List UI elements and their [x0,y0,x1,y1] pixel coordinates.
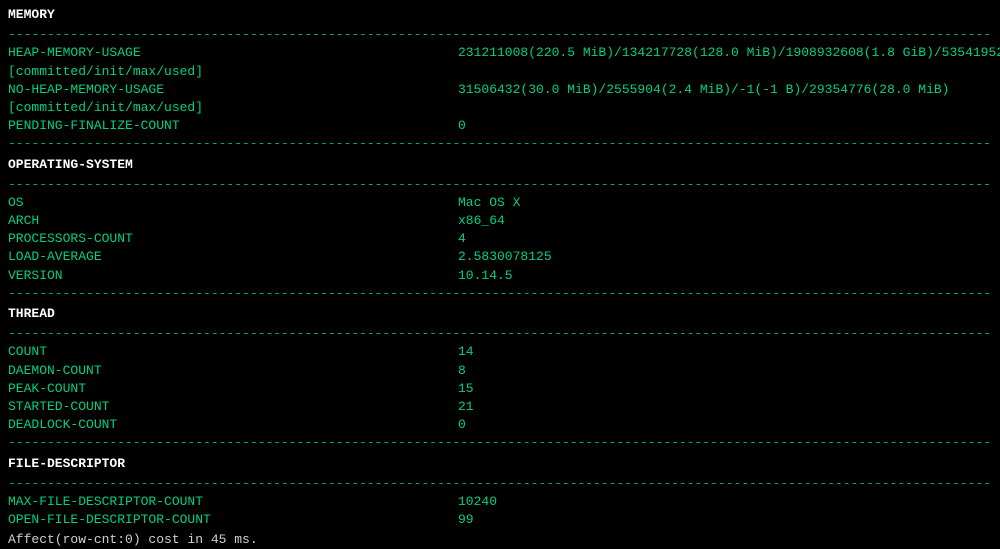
memory-row: [committed/init/max/used] [8,99,992,117]
row-label: STARTED-COUNT [8,398,458,416]
row-value: 10.14.5 [458,267,513,285]
thread-row: STARTED-COUNT 21 [8,398,992,416]
fd-row: OPEN-FILE-DESCRIPTOR-COUNT 99 [8,511,992,529]
row-value: 0 [458,416,466,434]
row-label: HEAP-MEMORY-USAGE [8,44,458,62]
row-value: Mac OS X [458,194,520,212]
thread-row: DAEMON-COUNT 8 [8,362,992,380]
row-label: OS [8,194,458,212]
divider: ----------------------------------------… [8,285,992,303]
row-value: 21 [458,398,474,416]
fd-row: MAX-FILE-DESCRIPTOR-COUNT 10240 [8,493,992,511]
divider: ----------------------------------------… [8,176,992,194]
row-label: ARCH [8,212,458,230]
row-value: 10240 [458,493,497,511]
row-label: PEAK-COUNT [8,380,458,398]
section-title-memory: MEMORY [8,6,992,24]
row-value: x86_64 [458,212,505,230]
section-title-os: OPERATING-SYSTEM [8,156,992,174]
thread-row: PEAK-COUNT 15 [8,380,992,398]
divider: ----------------------------------------… [8,434,992,452]
section-title-fd: FILE-DESCRIPTOR [8,455,992,473]
row-label: DAEMON-COUNT [8,362,458,380]
os-row: OS Mac OS X [8,194,992,212]
row-label: OPEN-FILE-DESCRIPTOR-COUNT [8,511,458,529]
row-label: PROCESSORS-COUNT [8,230,458,248]
row-label: LOAD-AVERAGE [8,248,458,266]
row-value: 99 [458,511,474,529]
os-row: ARCH x86_64 [8,212,992,230]
row-value: 0 [458,117,466,135]
divider: ----------------------------------------… [8,475,992,493]
divider: ----------------------------------------… [8,26,992,44]
row-label: [committed/init/max/used] [8,63,203,81]
os-row: PROCESSORS-COUNT 4 [8,230,992,248]
thread-row: DEADLOCK-COUNT 0 [8,416,992,434]
row-label: VERSION [8,267,458,285]
row-label: NO-HEAP-MEMORY-USAGE [8,81,458,99]
memory-row: HEAP-MEMORY-USAGE 231211008(220.5 MiB)/1… [8,44,992,62]
memory-row: NO-HEAP-MEMORY-USAGE 31506432(30.0 MiB)/… [8,81,992,99]
row-label: COUNT [8,343,458,361]
row-value: 31506432(30.0 MiB)/2555904(2.4 MiB)/-1(-… [458,81,949,99]
row-value: 8 [458,362,466,380]
section-title-thread: THREAD [8,305,992,323]
row-value: 4 [458,230,466,248]
row-label: MAX-FILE-DESCRIPTOR-COUNT [8,493,458,511]
divider: ----------------------------------------… [8,135,992,153]
thread-row: COUNT 14 [8,343,992,361]
row-label: [committed/init/max/used] [8,99,203,117]
row-value: 231211008(220.5 MiB)/134217728(128.0 MiB… [458,44,1000,62]
memory-row: [committed/init/max/used] [8,63,992,81]
memory-row: PENDING-FINALIZE-COUNT 0 [8,117,992,135]
row-value: 14 [458,343,474,361]
os-row: LOAD-AVERAGE 2.5830078125 [8,248,992,266]
os-row: VERSION 10.14.5 [8,267,992,285]
footer-status: Affect(row-cnt:0) cost in 45 ms. [8,531,992,549]
row-label: PENDING-FINALIZE-COUNT [8,117,458,135]
row-value: 15 [458,380,474,398]
divider: ----------------------------------------… [8,325,992,343]
row-label: DEADLOCK-COUNT [8,416,458,434]
row-value: 2.5830078125 [458,248,552,266]
